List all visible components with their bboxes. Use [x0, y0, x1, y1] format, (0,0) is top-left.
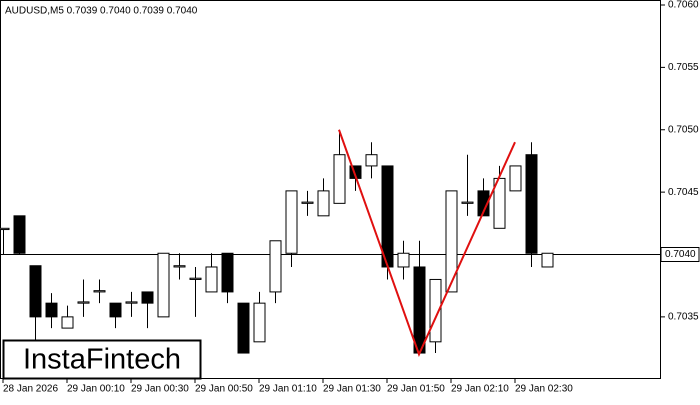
candle-body	[269, 240, 282, 293]
logo-box	[2, 339, 202, 380]
candle-body	[141, 291, 154, 304]
last-price-label: 0.7040	[665, 249, 696, 260]
candle-body	[333, 154, 346, 204]
x-tick-label: 28 Jan 2026	[3, 384, 58, 395]
candle-body	[525, 154, 538, 254]
logo-text: InstaFintech	[23, 344, 181, 376]
candle-body	[157, 252, 170, 318]
candle-body	[61, 316, 74, 329]
candle-body	[445, 190, 458, 293]
candle-body	[413, 266, 426, 354]
y-tick-label: 0.7055	[668, 62, 699, 73]
pattern-line	[338, 129, 516, 357]
candle-body	[237, 302, 250, 354]
candle-body	[541, 252, 554, 268]
candle-body	[109, 302, 122, 318]
candle-body	[285, 190, 298, 254]
candle-body	[205, 266, 218, 293]
x-tick-label: 29 Jan 00:30	[131, 384, 189, 395]
last-price-box	[660, 246, 700, 262]
candle-body	[381, 165, 394, 268]
x-tick-label: 29 Jan 00:50	[195, 384, 253, 395]
candle-body	[0, 227, 10, 231]
candle-body	[301, 201, 314, 204]
logo: InstaFintech	[2, 339, 202, 380]
x-tick-label: 29 Jan 00:10	[67, 384, 125, 395]
candle-body	[509, 165, 522, 192]
candle-body	[93, 290, 106, 293]
candle-body	[173, 265, 186, 268]
plot-frame	[0, 0, 661, 379]
candle-body	[29, 265, 42, 318]
candle-body	[221, 252, 234, 293]
candle-body	[365, 154, 378, 167]
y-tick-label: 0.7050	[668, 124, 699, 135]
candle-body	[429, 278, 442, 343]
x-tick-label: 29 Jan 02:10	[451, 384, 509, 395]
candle-body	[77, 301, 90, 304]
candle-body	[397, 252, 410, 268]
candle-body	[477, 190, 490, 217]
chart-title: AUDUSD,M5 0.7039 0.7040 0.7039 0.7040	[5, 6, 198, 17]
x-tick-label: 29 Jan 02:30	[515, 384, 573, 395]
y-tick-label: 0.7045	[668, 187, 699, 198]
candle-body	[253, 302, 266, 343]
y-tick-label: 0.7035	[668, 312, 699, 323]
x-tick-label: 29 Jan 01:30	[323, 384, 381, 395]
candle-body	[125, 301, 138, 304]
candle-body	[13, 215, 26, 254]
candle-body	[461, 201, 474, 204]
candle-body	[317, 190, 330, 217]
x-tick-label: 29 Jan 01:50	[387, 384, 445, 395]
candle-body	[189, 277, 202, 280]
x-tick-label: 29 Jan 01:10	[259, 384, 317, 395]
candle-body	[45, 302, 58, 318]
y-tick-label: 0.7060	[668, 0, 699, 11]
